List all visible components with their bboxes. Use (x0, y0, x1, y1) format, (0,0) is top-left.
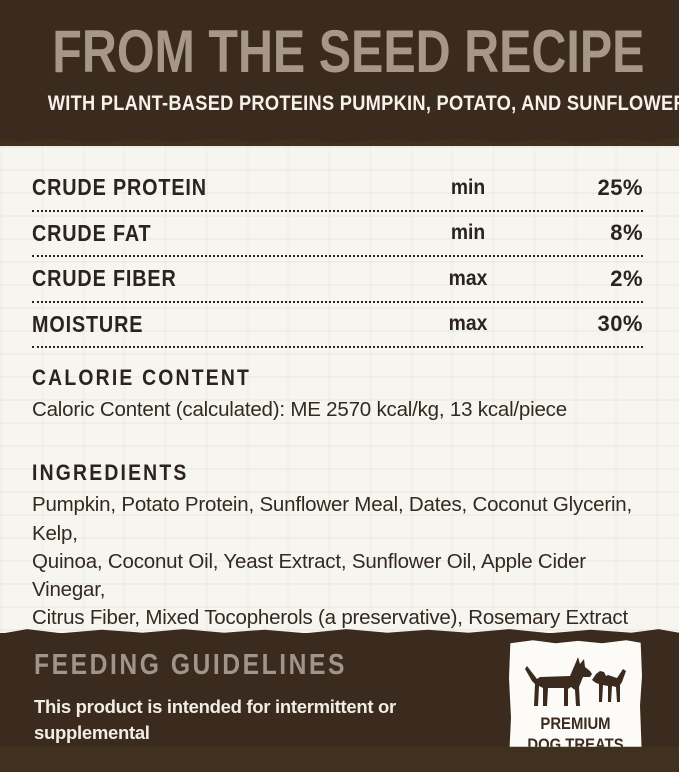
dotted-divider (32, 255, 643, 257)
nutrient-qualifier: min (450, 175, 486, 199)
calorie-content-text: Caloric Content (calculated): ME 2570 kc… (32, 398, 567, 421)
nutrient-qualifier: max (448, 312, 488, 336)
table-row: CRUDE FIBER max 2% (32, 257, 643, 301)
nutrient-qualifier: min (450, 221, 486, 245)
recipe-title: FROM THE SEED RECIPE (52, 18, 645, 86)
feeding-guidelines-text: This product is intended for intermitten… (34, 695, 462, 770)
badge-text: PREMIUM DOG TREATS (527, 714, 624, 755)
nutrient-label: CRUDE PROTEIN (32, 174, 207, 201)
ingredients-text: Pumpkin, Potato Protein, Sunflower Meal,… (32, 493, 633, 630)
ingredients-heading: INGREDIENTS (32, 460, 189, 486)
nutrient-value: 8% (610, 220, 643, 246)
nutrient-value: 2% (610, 265, 643, 291)
ingredients-section: INGREDIENTS Pumpkin, Potato Protein, Sun… (32, 460, 643, 632)
nutrient-label: CRUDE FAT (32, 219, 152, 246)
nutrient-label: MOISTURE (32, 310, 144, 337)
nutrient-label: CRUDE FIBER (32, 265, 177, 292)
footer-banner: FEEDING GUIDELINES This product is inten… (0, 629, 679, 747)
header-banner: FROM THE SEED RECIPE WITH PLANT-BASED PR… (0, 0, 679, 144)
nutrient-value: 25% (597, 174, 643, 200)
guaranteed-analysis-table: CRUDE PROTEIN min 25% CRUDE FAT min 8% C… (32, 166, 643, 348)
label-body: CRUDE PROTEIN min 25% CRUDE FAT min 8% C… (0, 146, 679, 633)
table-row: CRUDE FAT min 8% (32, 212, 643, 256)
table-row: CRUDE PROTEIN min 25% (32, 166, 643, 210)
recipe-subtitle: WITH PLANT-BASED PROTEINS PUMPKIN, POTAT… (47, 92, 679, 115)
dotted-divider (32, 300, 643, 303)
nutrient-value: 30% (597, 311, 643, 337)
dotted-divider (32, 346, 643, 348)
calorie-content-heading: CALORIE CONTENT (32, 365, 252, 390)
premium-dog-treats-badge: PREMIUM DOG TREATS (509, 640, 642, 755)
calorie-content-section: CALORIE CONTENT Caloric Content (calcula… (32, 365, 643, 424)
dog-treat-label: FROM THE SEED RECIPE WITH PLANT-BASED PR… (0, 0, 679, 747)
dogs-silhouette-icon (524, 656, 626, 706)
feeding-guidelines-heading: FEEDING GUIDELINES (34, 648, 347, 681)
dotted-divider (32, 209, 643, 212)
nutrient-qualifier: max (448, 266, 488, 290)
table-row: MOISTURE max 30% (32, 303, 643, 347)
